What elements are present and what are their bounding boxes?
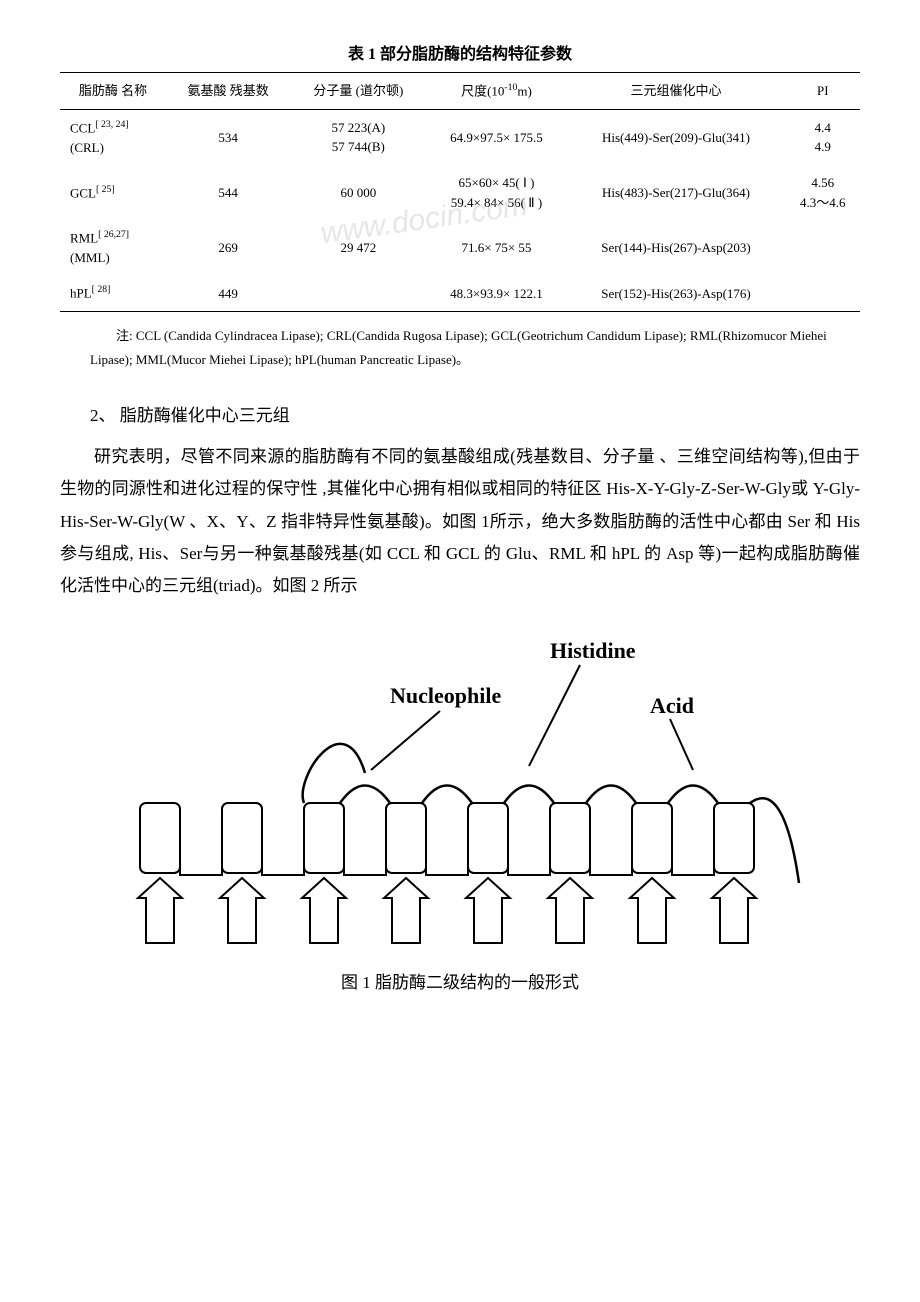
col-name: 脂肪酶 名称 [60,73,166,110]
cell: 29 472 [290,220,426,275]
cell: CCL[ 23, 24](CRL) [60,109,166,165]
cell: 60 000 [290,165,426,220]
figure-1: Histidine Nucleophile Acid 12345678 [60,623,860,958]
cell: 544 [166,165,290,220]
section-title: 2、 脂肪酶催化中心三元组 [90,401,860,426]
cell: Ser(152)-His(263)-Asp(176) [566,275,785,311]
table-row: hPL[ 28] 449 48.3×93.9× 122.1 Ser(152)-H… [60,275,860,311]
label-histidine: Histidine [550,638,636,663]
cell [786,220,860,275]
label-acid: Acid [650,693,694,718]
cell: 449 [166,275,290,311]
col-dim: 尺度(10-10m) [426,73,566,110]
col-mw: 分子量 (道尔顿) [290,73,426,110]
table-row: RML[ 26,27](MML) 269 29 472 71.6× 75× 55… [60,220,860,275]
cell [290,275,426,311]
cell: His(483)-Ser(217)-Glu(364) [566,165,785,220]
cell: 269 [166,220,290,275]
cell: 57 223(A)57 744(B) [290,109,426,165]
table-title: 表 1 部分脂肪酶的结构特征参数 [60,40,860,64]
table-note: 注: CCL (Candida Cylindracea Lipase); CRL… [90,324,850,371]
col-triad: 三元组催化中心 [566,73,785,110]
cell: 48.3×93.9× 122.1 [426,275,566,311]
lipase-structure-diagram: Histidine Nucleophile Acid 12345678 [110,623,810,953]
table-row: GCL[ 25] 544 60 000 65×60× 45( Ⅰ )59.4× … [60,165,860,220]
cell: hPL[ 28] [60,275,166,311]
cell: RML[ 26,27](MML) [60,220,166,275]
cell: 64.9×97.5× 175.5 [426,109,566,165]
cell: 65×60× 45( Ⅰ )59.4× 84× 56( Ⅱ ) [426,165,566,220]
cell: GCL[ 25] [60,165,166,220]
col-residues: 氨基酸 残基数 [166,73,290,110]
cell: His(449)-Ser(209)-Glu(341) [566,109,785,165]
table-header-row: 脂肪酶 名称 氨基酸 残基数 分子量 (道尔顿) 尺度(10-10m) 三元组催… [60,73,860,110]
col-pi: PI [786,73,860,110]
cell: 71.6× 75× 55 [426,220,566,275]
body-paragraph: 研究表明，尽管不同来源的脂肪酶有不同的氨基酸组成(残基数目、分子量 、三维空间结… [60,441,860,602]
cell: 534 [166,109,290,165]
lipase-table: 脂肪酶 名称 氨基酸 残基数 分子量 (道尔顿) 尺度(10-10m) 三元组催… [60,72,860,312]
cell: Ser(144)-His(267)-Asp(203) [566,220,785,275]
cell [786,275,860,311]
table-row: CCL[ 23, 24](CRL) 534 57 223(A)57 744(B)… [60,109,860,165]
label-nucleophile: Nucleophile [390,683,501,708]
figure-caption: 图 1 脂肪酶二级结构的一般形式 [60,968,860,993]
cell: 4.44.9 [786,109,860,165]
cell: 4.564.3～4.6 [786,165,860,220]
